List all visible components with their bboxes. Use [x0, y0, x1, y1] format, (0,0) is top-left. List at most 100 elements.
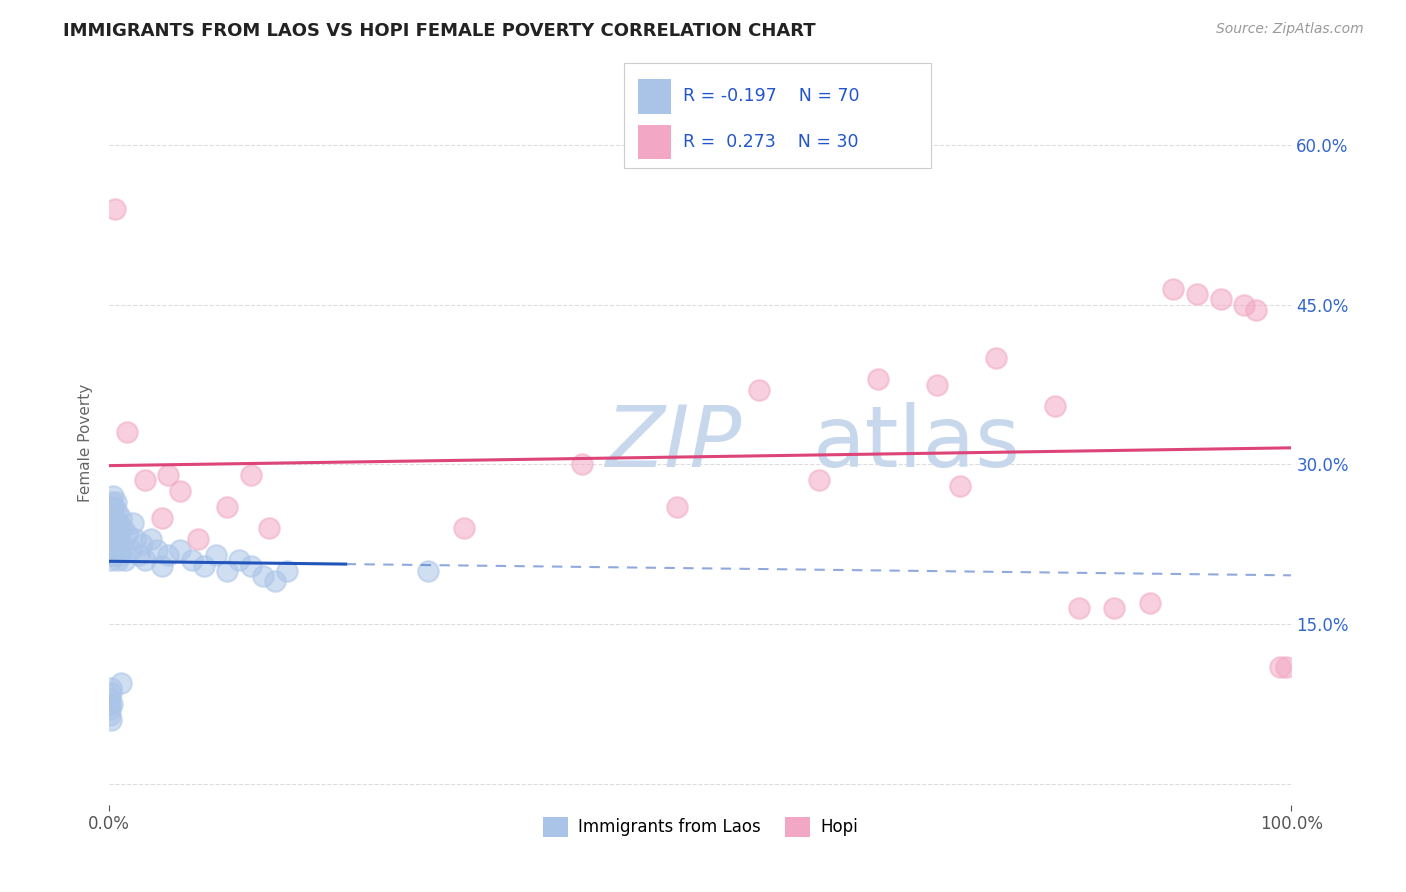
Point	[949, 479, 972, 493]
Point	[101, 548, 124, 562]
Point	[257, 521, 280, 535]
Point	[124, 532, 146, 546]
Point	[100, 500, 122, 514]
Point	[1161, 282, 1184, 296]
Point	[101, 532, 124, 546]
Point	[169, 542, 191, 557]
Point	[1139, 596, 1161, 610]
Point	[100, 681, 122, 695]
Point	[1043, 399, 1066, 413]
Point	[665, 500, 688, 514]
Point	[104, 521, 127, 535]
Point	[571, 458, 593, 472]
Point	[193, 558, 215, 573]
Point	[453, 521, 475, 535]
Point	[187, 532, 209, 546]
Point	[98, 542, 121, 557]
Point	[1102, 601, 1125, 615]
Point	[122, 516, 145, 530]
Point	[104, 537, 127, 551]
Point	[228, 553, 250, 567]
Point	[104, 494, 127, 508]
Point	[1244, 303, 1267, 318]
Text: R = -0.197    N = 70: R = -0.197 N = 70	[683, 87, 859, 105]
Point	[134, 553, 156, 567]
Point	[152, 558, 174, 573]
Point	[157, 548, 180, 562]
Point	[925, 377, 948, 392]
Point	[100, 494, 122, 508]
Point	[115, 526, 138, 541]
Point	[866, 372, 889, 386]
Point	[110, 675, 132, 690]
Text: R =  0.273    N = 30: R = 0.273 N = 30	[683, 133, 858, 151]
Point	[107, 526, 129, 541]
Point	[100, 526, 122, 541]
Point	[108, 542, 131, 557]
Point	[108, 521, 131, 535]
Bar	[638, 79, 671, 114]
Point	[110, 510, 132, 524]
Point	[134, 474, 156, 488]
Point	[152, 510, 174, 524]
Point	[98, 521, 121, 535]
Point	[100, 686, 122, 700]
Point	[100, 510, 122, 524]
Point	[100, 516, 122, 530]
Point	[131, 537, 153, 551]
Point	[984, 351, 1007, 365]
Point	[103, 500, 125, 514]
Point	[101, 505, 124, 519]
Point	[98, 691, 121, 706]
Point	[807, 474, 830, 488]
Text: IMMIGRANTS FROM LAOS VS HOPI FEMALE POVERTY CORRELATION CHART: IMMIGRANTS FROM LAOS VS HOPI FEMALE POVE…	[63, 22, 815, 40]
Point	[101, 489, 124, 503]
Point	[100, 553, 122, 567]
Point	[105, 532, 128, 546]
Point	[104, 548, 127, 562]
Point	[169, 483, 191, 498]
Point	[100, 697, 122, 711]
Text: Source: ZipAtlas.com: Source: ZipAtlas.com	[1216, 22, 1364, 37]
Point	[204, 548, 226, 562]
Point	[263, 574, 285, 589]
Point	[276, 564, 298, 578]
Point	[1185, 287, 1208, 301]
Point	[252, 569, 274, 583]
Point	[103, 516, 125, 530]
Point	[240, 468, 263, 483]
Point	[128, 548, 150, 562]
Point	[217, 564, 239, 578]
Point	[98, 697, 121, 711]
Point	[240, 558, 263, 573]
Point	[112, 521, 135, 535]
Point	[100, 542, 122, 557]
Point	[101, 521, 124, 535]
Text: atlas: atlas	[813, 401, 1021, 484]
Point	[103, 542, 125, 557]
Point	[115, 425, 138, 440]
Point	[100, 702, 122, 716]
FancyBboxPatch shape	[623, 63, 931, 168]
Point	[1209, 293, 1232, 307]
Point	[1268, 659, 1291, 673]
Point	[103, 526, 125, 541]
Y-axis label: Female Poverty: Female Poverty	[79, 384, 93, 502]
Point	[101, 510, 124, 524]
Point	[110, 548, 132, 562]
Point	[101, 537, 124, 551]
Text: ZIP: ZIP	[606, 401, 742, 484]
Point	[100, 532, 122, 546]
Point	[105, 505, 128, 519]
Point	[103, 510, 125, 524]
Point	[145, 542, 167, 557]
Point	[107, 516, 129, 530]
Point	[114, 553, 136, 567]
Point	[98, 707, 121, 722]
Bar	[638, 125, 671, 160]
Point	[105, 542, 128, 557]
Point	[1274, 659, 1296, 673]
Point	[181, 553, 204, 567]
Point	[1067, 601, 1090, 615]
Point	[100, 713, 122, 727]
